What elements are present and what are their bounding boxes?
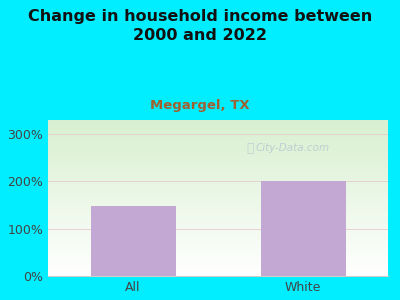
Text: Change in household income between
2000 and 2022: Change in household income between 2000 … <box>28 9 372 43</box>
Text: Ⓠ: Ⓠ <box>246 142 254 154</box>
Bar <box>90 206 176 276</box>
Text: Megargel, TX: Megargel, TX <box>150 99 250 112</box>
Bar <box>260 182 346 276</box>
Text: City-Data.com: City-Data.com <box>256 143 330 153</box>
